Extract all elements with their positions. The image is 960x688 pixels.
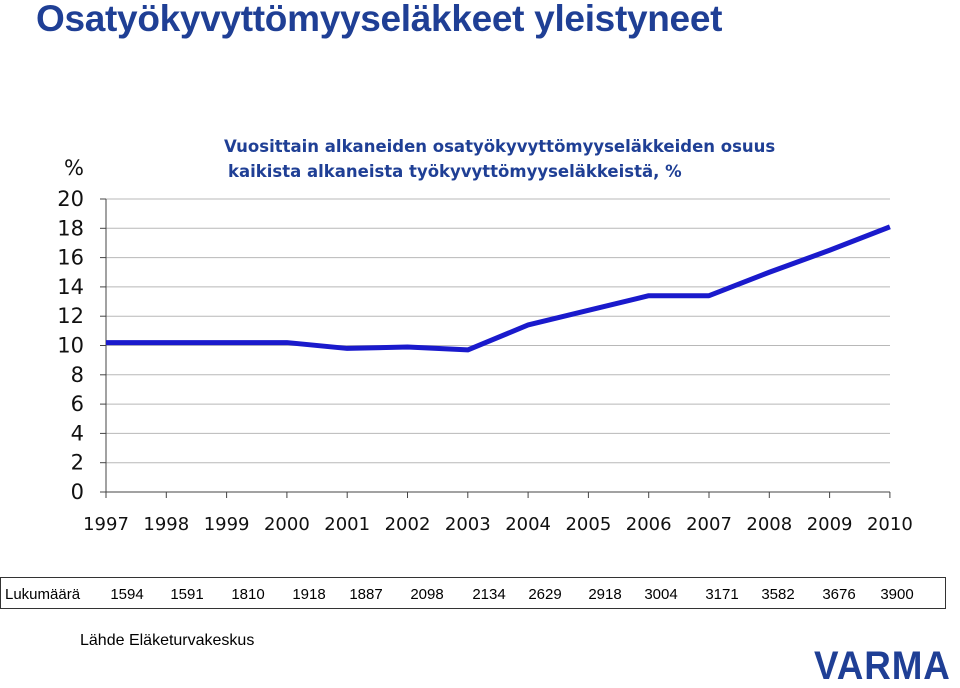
chart-title-line-1: Vuosittain alkaneiden osatyökyvyttömyyse… bbox=[224, 137, 775, 156]
x-tick-label: 2010 bbox=[867, 514, 913, 535]
y-tick-label: 0 bbox=[71, 480, 84, 504]
count-cell: 2098 bbox=[410, 586, 444, 603]
count-table: Lukumäärä 1594 1591 1810 1918 1887 2098 … bbox=[0, 577, 946, 609]
y-tick-label: 18 bbox=[57, 216, 84, 240]
count-cell: 1918 bbox=[292, 586, 326, 603]
x-tick-label: 1997 bbox=[83, 514, 129, 535]
count-cell: 3676 bbox=[822, 586, 856, 603]
count-cell: 2918 bbox=[588, 586, 622, 603]
count-cell: 3004 bbox=[644, 586, 678, 603]
axes bbox=[100, 198, 891, 498]
y-tick-label: 10 bbox=[57, 334, 84, 358]
series-line bbox=[106, 224, 891, 353]
y-tick-label: 4 bbox=[71, 421, 84, 445]
page-title: Osatyökyvyttömyyseläkkeet yleistyneet bbox=[36, 0, 723, 39]
count-cell: 1591 bbox=[170, 586, 204, 603]
y-tick-label: 6 bbox=[71, 392, 84, 416]
x-tick-label: 2009 bbox=[807, 514, 853, 535]
x-tick-label: 1999 bbox=[204, 514, 250, 535]
source-note: Lähde Eläketurvakeskus bbox=[80, 632, 255, 649]
x-tick-label: 2004 bbox=[505, 514, 551, 535]
y-tick-label: 20 bbox=[57, 187, 84, 211]
line-chart: Vuosittain alkaneiden osatyökyvyttömyyse… bbox=[57, 137, 913, 535]
x-tick-label: 2005 bbox=[565, 514, 611, 535]
y-tick-label: 16 bbox=[57, 246, 84, 270]
count-cell: 1594 bbox=[110, 586, 144, 603]
y-tick-label: 14 bbox=[57, 275, 84, 299]
series-lines bbox=[105, 224, 891, 353]
count-cell: 2134 bbox=[472, 586, 506, 603]
x-tick-label: 2006 bbox=[626, 514, 672, 535]
x-tick-label: 2003 bbox=[445, 514, 491, 535]
y-tick-label: 12 bbox=[57, 304, 84, 328]
grid-lines bbox=[106, 198, 890, 464]
y-tick-label: 8 bbox=[71, 363, 84, 387]
count-cell: 1887 bbox=[349, 586, 383, 603]
x-tick-labels: 1997 1998 1999 2000 2001 2002 2003 2004 2005 2006… bbox=[83, 514, 913, 535]
y-tick-labels: 0 2 4 6 8 10 12 14 16 18 20 bbox=[57, 187, 84, 504]
x-tick-label: 2000 bbox=[264, 514, 310, 535]
count-cell: 3171 bbox=[705, 586, 739, 603]
y-tick-label: 2 bbox=[71, 451, 84, 475]
x-tick-label: 2007 bbox=[686, 514, 732, 535]
count-cell: 1810 bbox=[231, 586, 265, 603]
count-table-label: Lukumäärä bbox=[5, 586, 81, 603]
x-tick-label: 2008 bbox=[746, 514, 792, 535]
varma-logo: VARMA bbox=[814, 644, 951, 688]
count-cell: 3900 bbox=[880, 586, 914, 603]
y-axis-label: % bbox=[64, 156, 84, 180]
chart-title-line-2: kaikista alkaneista työkyvyttömyyseläkke… bbox=[228, 162, 682, 181]
x-tick-label: 1998 bbox=[143, 514, 189, 535]
x-tick-label: 2001 bbox=[324, 514, 370, 535]
count-cell: 3582 bbox=[761, 586, 795, 603]
count-cell: 2629 bbox=[528, 586, 562, 603]
x-tick-label: 2002 bbox=[385, 514, 431, 535]
